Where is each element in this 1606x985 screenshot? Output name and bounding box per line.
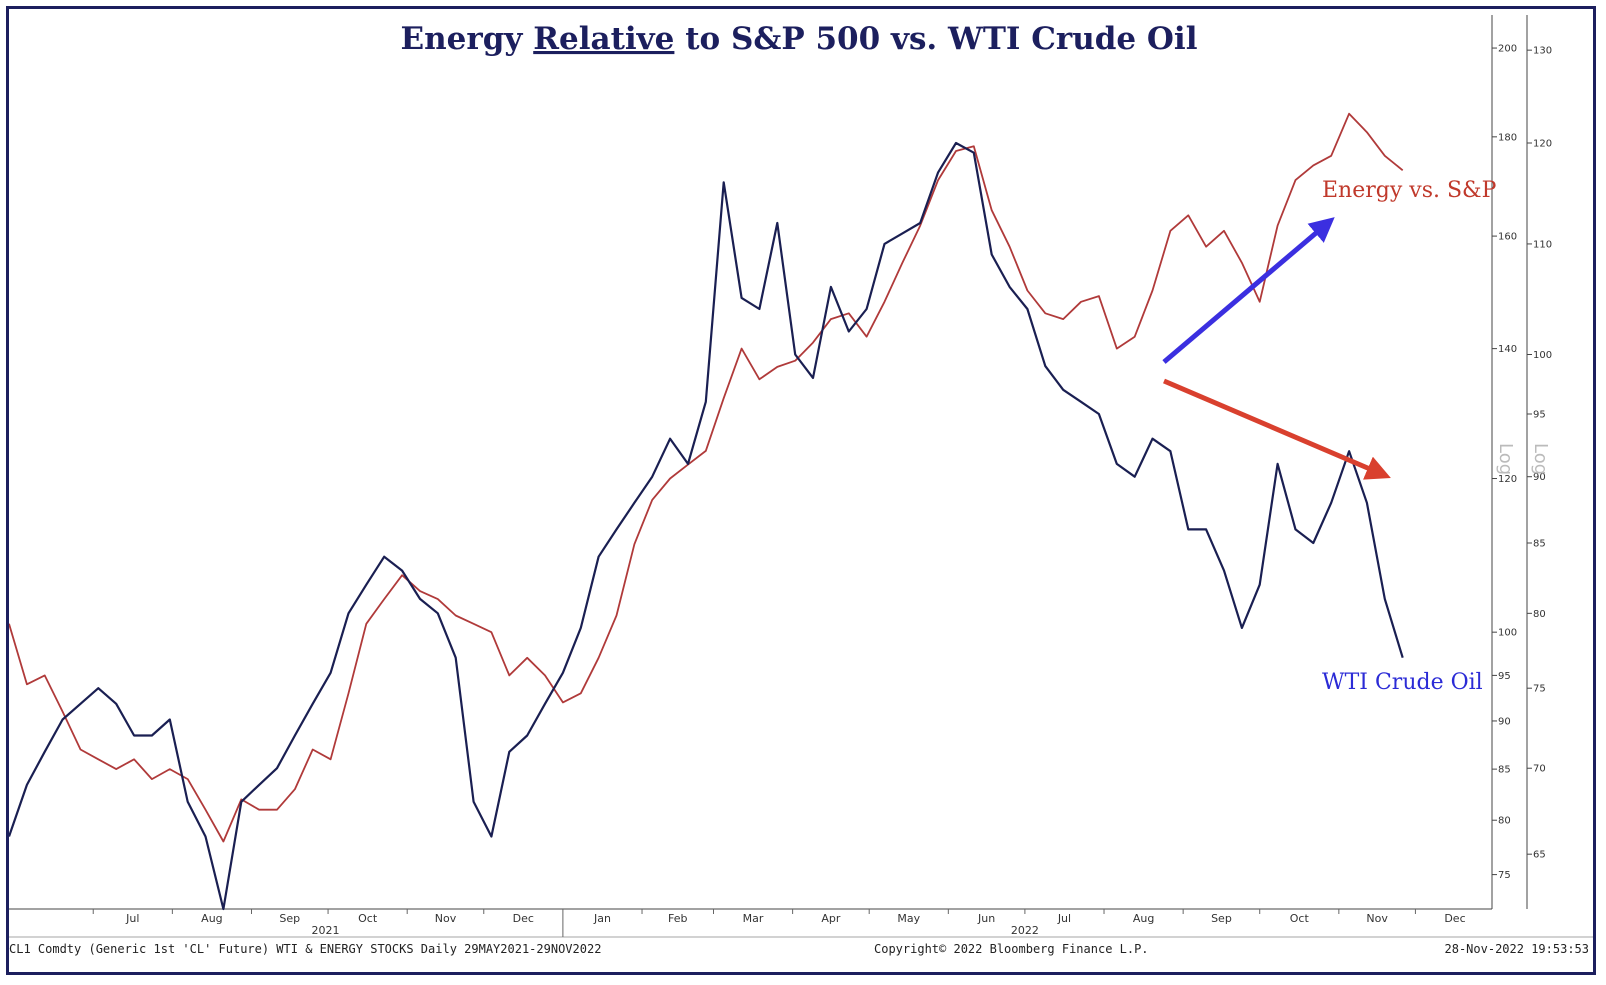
right-tick-label: 65 (1533, 850, 1546, 861)
right-tick-label: 80 (1533, 609, 1546, 620)
x-month-label: Jun (977, 912, 995, 925)
chart-frame: Energy Relative to S&P 500 vs. WTI Crude… (6, 6, 1596, 975)
down-arrow (1163, 378, 1391, 480)
wti-annotation: WTI Crude Oil (1322, 670, 1483, 695)
x-month-label: Jan (593, 912, 611, 925)
right-tick-label: 120 (1533, 139, 1552, 150)
x-month-label: May (897, 912, 920, 925)
up-arrow (1162, 217, 1335, 364)
right-tick-label: 70 (1533, 764, 1546, 775)
left-tick-label: 100 (1498, 628, 1517, 639)
right-axis-ticks: 65 70 75 80 85 90 95 100 110 120 130 (1527, 46, 1552, 861)
footer-copyright: Copyright© 2022 Bloomberg Finance L.P. (874, 942, 1149, 956)
x-month-label: Mar (743, 912, 764, 925)
left-axis-ticks: 75 80 85 90 95 100 120 140 160 180 200 (1492, 44, 1517, 881)
right-tick-label: 100 (1533, 350, 1552, 361)
energy-annotation: Energy vs. S&P (1322, 178, 1497, 203)
x-month-label: Jul (125, 912, 139, 925)
x-month-label: Oct (358, 912, 378, 925)
left-axis-log-label: Log (1495, 443, 1516, 475)
x-month-label: Sep (279, 912, 300, 925)
left-tick-label: 140 (1498, 344, 1517, 355)
right-axis-log-label: Log (1530, 443, 1551, 475)
x-month-label: Apr (821, 912, 841, 925)
x-month-label: Sep (1211, 912, 1232, 925)
x-month-label: Aug (201, 912, 222, 925)
x-year-label: 2021 (312, 924, 340, 937)
title-part-1: Energy (401, 21, 534, 57)
x-month-label: Aug (1133, 912, 1154, 925)
left-tick-label: 95 (1498, 671, 1511, 682)
x-month-label: Nov (435, 912, 457, 925)
x-month-label: Dec (513, 912, 534, 925)
right-tick-label: 90 (1533, 472, 1546, 483)
x-month-label: Nov (1366, 912, 1388, 925)
left-tick-label: 180 (1498, 132, 1517, 143)
left-tick-label: 90 (1498, 716, 1511, 727)
left-tick-label: 85 (1498, 765, 1511, 776)
title-part-2: Relative (533, 21, 674, 57)
x-month-label: Jul (1057, 912, 1071, 925)
chart-canvas: Energy Relative to S&P 500 vs. WTI Crude… (9, 15, 1593, 956)
footer-timestamp: 28-Nov-2022 19:53:53 (1445, 942, 1590, 956)
right-tick-label: 110 (1533, 239, 1552, 250)
title-part-3: to S&P 500 vs. WTI Crude Oil (674, 21, 1197, 57)
left-tick-label: 160 (1498, 232, 1517, 243)
left-tick-label: 80 (1498, 816, 1511, 827)
x-year-label: 2022 (1011, 924, 1039, 937)
energy-vs-sp-line (9, 112, 1404, 843)
chart-title: Energy Relative to S&P 500 vs. WTI Crude… (401, 21, 1198, 57)
x-month-label: Feb (668, 912, 687, 925)
left-tick-label: 200 (1498, 44, 1517, 55)
right-tick-label: 85 (1533, 539, 1546, 550)
wti-crude-line (9, 141, 1404, 911)
x-axis-ticks: Jul Aug Sep Oct Nov Dec Jan Feb Mar Apr May Jun Jul A… (92, 909, 1466, 937)
x-month-label: Dec (1444, 912, 1465, 925)
left-tick-label: 75 (1498, 870, 1511, 881)
right-tick-label: 75 (1533, 684, 1546, 695)
x-month-label: Oct (1290, 912, 1310, 925)
footer-source: CL1 Comdty (Generic 1st 'CL' Future) WTI… (9, 942, 601, 956)
right-tick-label: 95 (1533, 409, 1546, 420)
right-tick-label: 130 (1533, 46, 1552, 57)
left-tick-label: 120 (1498, 474, 1517, 485)
series-layer (9, 112, 1404, 911)
